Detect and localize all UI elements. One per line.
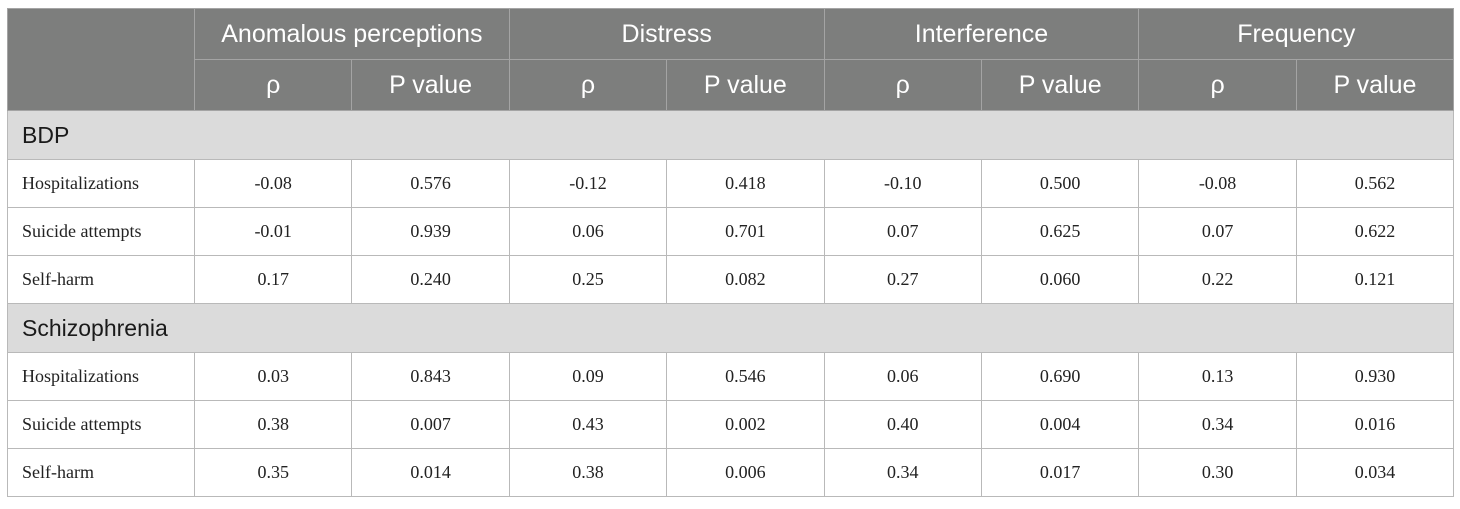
row-label: Hospitalizations bbox=[7, 159, 195, 208]
p-value-cell: 0.082 bbox=[666, 255, 825, 304]
rho-cell: 0.07 bbox=[823, 207, 982, 256]
rho-cell: 0.34 bbox=[823, 448, 982, 497]
p-value-cell: 0.418 bbox=[666, 159, 825, 208]
p-value-header: P value bbox=[351, 59, 510, 111]
p-value-cell: 0.060 bbox=[980, 255, 1140, 304]
table-body: BDP Hospitalizations -0.08 0.576 -0.12 0.418-… bbox=[6, 110, 1455, 497]
rho-cell: 0.34 bbox=[1138, 400, 1297, 449]
rho-cell: -0.08 bbox=[193, 159, 353, 208]
p-value-cell: 0.240 bbox=[351, 255, 510, 304]
rho-header: ρ bbox=[508, 59, 668, 111]
table-row: Self-harm 0.35 0.014 0.38 0.006 0.34 0.017 0.30… bbox=[7, 448, 1455, 497]
rho-cell: 0.27 bbox=[823, 255, 982, 304]
p-value-cell: 0.690 bbox=[980, 352, 1140, 401]
header-row-stats: ρ P value ρ P value ρ P value ρ P value bbox=[8, 59, 1455, 111]
p-value-cell: 0.016 bbox=[1295, 400, 1455, 449]
table-row: Hospitalizations -0.08 0.576 -0.12 0.418 -0.1… bbox=[7, 159, 1455, 208]
rho-cell: 0.40 bbox=[823, 400, 982, 449]
p-value-cell: 0.625 bbox=[980, 207, 1140, 256]
rho-cell: 0.13 bbox=[1138, 352, 1297, 401]
rho-cell: 0.25 bbox=[508, 255, 668, 304]
p-value-cell: 0.034 bbox=[1295, 448, 1455, 497]
p-value-cell: 0.007 bbox=[351, 400, 510, 449]
p-value-cell: 0.006 bbox=[666, 448, 825, 497]
rho-cell: 0.38 bbox=[508, 448, 668, 497]
section-title: BDP bbox=[6, 110, 1455, 160]
p-value-cell: 0.500 bbox=[980, 159, 1140, 208]
row-label: Suicide attempts bbox=[7, 207, 195, 256]
rho-cell: -0.10 bbox=[823, 159, 982, 208]
row-label: Self-harm bbox=[7, 448, 195, 497]
p-value-cell: 0.002 bbox=[666, 400, 825, 449]
rho-cell: 0.43 bbox=[508, 400, 668, 449]
section-row: BDP bbox=[6, 110, 1455, 160]
rho-cell: 0.30 bbox=[1138, 448, 1297, 497]
rho-cell: 0.38 bbox=[193, 400, 353, 449]
row-label: Suicide attempts bbox=[7, 400, 195, 449]
row-label: Self-harm bbox=[7, 255, 195, 304]
p-value-cell: 0.546 bbox=[666, 352, 825, 401]
p-value-cell: 0.562 bbox=[1295, 159, 1455, 208]
rho-cell: 0.06 bbox=[823, 352, 982, 401]
p-value-cell: 0.017 bbox=[980, 448, 1140, 497]
rho-cell: 0.22 bbox=[1138, 255, 1297, 304]
rho-header: ρ bbox=[193, 59, 353, 111]
rho-header: ρ bbox=[1138, 59, 1297, 111]
group-header-interference: Interference bbox=[823, 8, 1140, 60]
p-value-cell: 0.930 bbox=[1295, 352, 1455, 401]
table-row: Self-harm 0.17 0.240 0.25 0.082 0.27 0.060 0.22… bbox=[7, 255, 1455, 304]
p-value-cell: 0.622 bbox=[1295, 207, 1455, 256]
rho-cell: 0.09 bbox=[508, 352, 668, 401]
section-title: Schizophrenia bbox=[6, 303, 1455, 353]
rho-header: ρ bbox=[823, 59, 982, 111]
group-header-anomalous-perceptions: Anomalous perceptions bbox=[194, 8, 510, 60]
p-value-cell: 0.939 bbox=[351, 207, 510, 256]
rho-cell: 0.17 bbox=[193, 255, 353, 304]
header-row-groups: Anomalous perceptions Distress Interfere… bbox=[7, 8, 1455, 111]
rho-cell: 0.07 bbox=[1138, 207, 1297, 256]
section-row: Schizophrenia bbox=[6, 303, 1455, 353]
rho-cell: -0.01 bbox=[193, 207, 353, 256]
rho-cell: 0.03 bbox=[193, 352, 353, 401]
correlation-table: Anomalous perceptions Distress Interfere… bbox=[6, 8, 1455, 497]
table-row: Suicide attempts 0.38 0.007 0.43 0.002 0.40 0.… bbox=[7, 400, 1455, 449]
table-row: Suicide attempts -0.01 0.939 0.06 0.701 0.07 0… bbox=[7, 207, 1455, 256]
rho-cell: -0.12 bbox=[508, 159, 668, 208]
p-value-header: P value bbox=[1295, 59, 1455, 111]
p-value-cell: 0.701 bbox=[666, 207, 825, 256]
corner-cell bbox=[7, 8, 195, 111]
rho-cell: 0.06 bbox=[508, 207, 668, 256]
p-value-cell: 0.121 bbox=[1295, 255, 1455, 304]
rho-cell: 0.35 bbox=[193, 448, 353, 497]
group-header-distress: Distress bbox=[508, 8, 825, 60]
rho-cell: -0.08 bbox=[1138, 159, 1297, 208]
p-value-header: P value bbox=[980, 59, 1140, 111]
table-header: Anomalous perceptions Distress Interfere… bbox=[7, 8, 1455, 111]
p-value-cell: 0.843 bbox=[351, 352, 510, 401]
group-header-frequency: Frequency bbox=[1138, 8, 1455, 60]
p-value-cell: 0.014 bbox=[351, 448, 510, 497]
row-label: Hospitalizations bbox=[7, 352, 195, 401]
p-value-cell: 0.004 bbox=[980, 400, 1140, 449]
p-value-header: P value bbox=[666, 59, 825, 111]
p-value-cell: 0.576 bbox=[351, 159, 510, 208]
table-row: Hospitalizations 0.03 0.843 0.09 0.546 0.06 0.… bbox=[7, 352, 1455, 401]
